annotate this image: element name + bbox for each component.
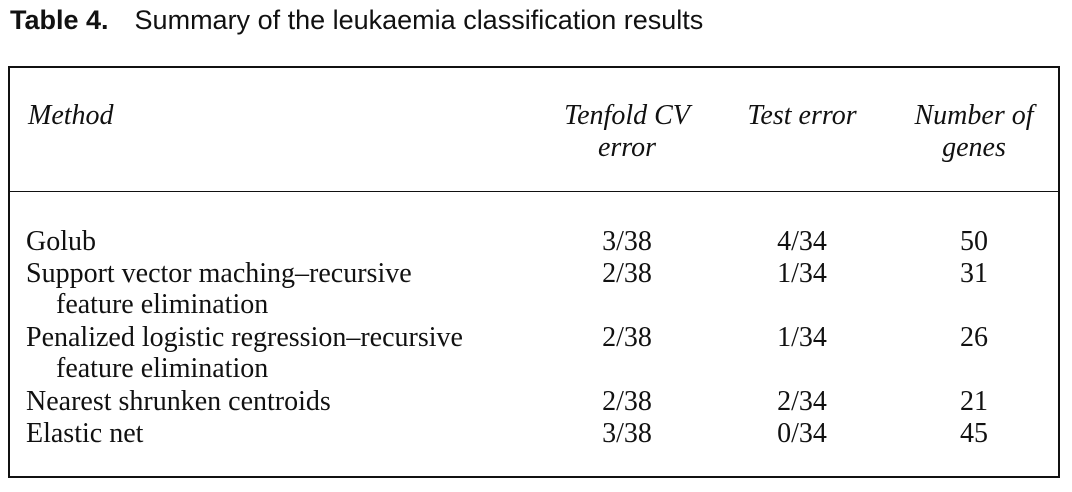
row-method-line1: Support vector maching–recursive	[26, 258, 412, 289]
row-test-error: 1/34	[777, 258, 827, 289]
header-genes-line2: genes	[942, 132, 1006, 163]
row-method-line1: Elastic net	[26, 418, 144, 449]
row-number-of-genes: 21	[960, 386, 988, 417]
header-method: Method	[28, 100, 114, 131]
row-test-error: 0/34	[777, 418, 827, 449]
row-cv-error: 3/38	[602, 226, 652, 257]
row-test-error: 2/34	[777, 386, 827, 417]
row-method-line1: Penalized logistic regression–recursive	[26, 322, 463, 353]
row-number-of-genes: 50	[960, 226, 988, 257]
header-cv-error-line2: error	[597, 132, 657, 163]
row-number-of-genes: 31	[960, 258, 988, 289]
row-method-line1: Nearest shrunken centroids	[26, 386, 331, 417]
row-number-of-genes: 45	[960, 418, 988, 449]
header-divider	[10, 191, 1058, 192]
row-method-line2: feature elimination	[56, 353, 269, 384]
header-test-error: Test error	[747, 100, 857, 131]
row-method: Nearest shrunken centroids	[26, 386, 546, 417]
row-test-error: 4/34	[777, 226, 827, 257]
header-cv-error: Tenfold CV error	[534, 100, 720, 164]
row-method-line2: feature elimination	[56, 289, 269, 320]
row-cv-error: 2/38	[602, 258, 652, 289]
table-number: Table 4.	[10, 5, 109, 35]
row-method: Golub	[26, 226, 546, 257]
results-table: Method Tenfold CV error Test error Numbe…	[8, 66, 1060, 478]
row-method-line1: Golub	[26, 226, 96, 257]
row-cv-error: 2/38	[602, 322, 652, 353]
row-number-of-genes: 26	[960, 322, 988, 353]
row-test-error: 1/34	[777, 322, 827, 353]
table-caption: Table 4. Summary of the leukaemia classif…	[10, 3, 703, 37]
row-cv-error: 2/38	[602, 386, 652, 417]
header-cv-error-line1: Tenfold CV	[564, 100, 690, 131]
header-genes-line1: Number of	[914, 100, 1034, 131]
row-method: Penalized logistic regression–recursive …	[26, 322, 546, 384]
table-title: Summary of the leukaemia classification …	[134, 5, 704, 35]
row-cv-error: 3/38	[602, 418, 652, 449]
header-number-of-genes: Number of genes	[898, 100, 1050, 164]
row-method: Support vector maching–recursive feature…	[26, 258, 546, 320]
row-method: Elastic net	[26, 418, 546, 449]
